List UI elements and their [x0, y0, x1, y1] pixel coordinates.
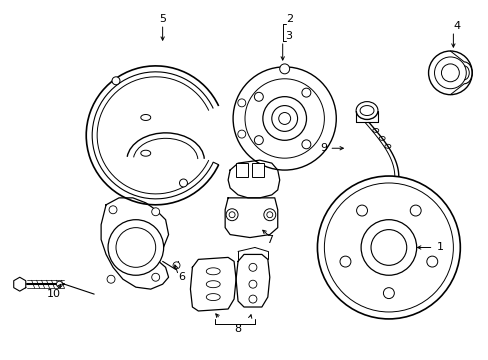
Circle shape: [271, 105, 297, 131]
Circle shape: [324, 183, 452, 312]
Text: 6: 6: [178, 272, 185, 282]
Circle shape: [173, 262, 180, 269]
Circle shape: [151, 208, 160, 216]
Text: 10: 10: [46, 289, 61, 299]
Circle shape: [317, 176, 459, 319]
Circle shape: [263, 96, 306, 140]
Text: 3: 3: [285, 31, 292, 41]
Circle shape: [108, 220, 163, 275]
Circle shape: [229, 212, 235, 218]
Circle shape: [248, 280, 256, 288]
Text: 7: 7: [265, 234, 273, 244]
Circle shape: [360, 220, 416, 275]
Circle shape: [370, 230, 406, 265]
Circle shape: [116, 228, 155, 267]
Text: 5: 5: [159, 14, 166, 24]
Circle shape: [112, 77, 120, 85]
Circle shape: [244, 79, 324, 158]
Circle shape: [301, 140, 310, 149]
Circle shape: [233, 67, 336, 170]
Circle shape: [266, 212, 272, 218]
Circle shape: [278, 113, 290, 125]
Bar: [251, 163, 264, 177]
Text: 8: 8: [234, 324, 241, 334]
Circle shape: [248, 295, 256, 303]
Text: 4: 4: [452, 21, 460, 31]
Circle shape: [441, 64, 458, 82]
Circle shape: [107, 275, 115, 283]
Circle shape: [109, 206, 117, 214]
Circle shape: [426, 256, 437, 267]
Circle shape: [301, 88, 310, 97]
Circle shape: [383, 288, 393, 298]
Circle shape: [427, 51, 471, 95]
Circle shape: [225, 209, 238, 221]
Circle shape: [179, 179, 187, 187]
Text: 2: 2: [285, 14, 292, 24]
Circle shape: [254, 92, 263, 101]
Circle shape: [151, 273, 160, 281]
Circle shape: [356, 205, 367, 216]
Circle shape: [248, 264, 256, 271]
Circle shape: [339, 256, 350, 267]
Circle shape: [409, 205, 420, 216]
Circle shape: [264, 209, 275, 221]
Text: 9: 9: [320, 143, 326, 153]
Circle shape: [56, 281, 62, 287]
Circle shape: [279, 64, 289, 74]
Text: 1: 1: [436, 243, 443, 252]
Bar: [236, 163, 247, 177]
Circle shape: [254, 136, 263, 145]
Circle shape: [434, 57, 466, 89]
